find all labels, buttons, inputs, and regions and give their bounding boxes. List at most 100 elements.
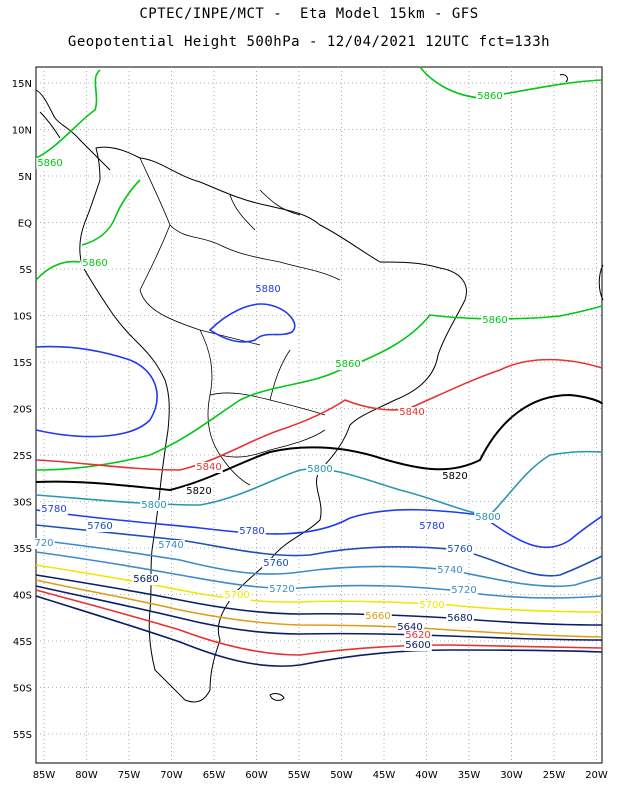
contour-label-bg [418, 600, 446, 611]
central-america-coast [35, 89, 111, 171]
longitude-label: 25W [543, 770, 566, 781]
contour-label-5860: 5860 [335, 359, 360, 370]
contour-label-5740: 5740 [158, 540, 183, 551]
contour-label-bg [223, 590, 251, 601]
contour-label-bg [450, 585, 478, 596]
height-contours [35, 66, 603, 667]
contour-label-bg [254, 284, 282, 295]
latitude-label: 20S [13, 405, 32, 416]
longitude-label: 85W [33, 770, 56, 781]
contour-label-5680: 5680 [447, 613, 472, 624]
contour-label-bg [86, 521, 114, 532]
contour-5840 [35, 358, 603, 471]
contour-5860 [81, 179, 141, 246]
latitude-label: EQ [18, 219, 32, 230]
contour-label-bg [474, 512, 502, 523]
longitude-label: 30W [500, 770, 523, 781]
contour-label-bg [238, 526, 266, 537]
contour-label-5820: 5820 [442, 471, 467, 482]
latitude-label: 25S [13, 451, 32, 462]
map-title-line2: Geopotential Height 500hPa - 12/04/2021 … [67, 34, 551, 50]
contour-label-5800: 5800 [307, 464, 332, 475]
contour-label-bg [334, 359, 362, 370]
contour-5640 [35, 585, 603, 641]
contour-label-5800: 5800 [475, 512, 500, 523]
contour-label-5860: 5860 [482, 315, 507, 326]
contour-5720 [35, 551, 603, 599]
contour-label-5860: 5860 [477, 91, 502, 102]
contour-5880 [208, 303, 296, 343]
contour-label-bg [185, 486, 213, 497]
map-title-line1: CPTEC/INPE/MCT - Eta Model 15km - GFS [139, 6, 479, 22]
contour-labels: 5880586058605860586058605880584058405820… [33, 91, 509, 651]
contour-label-bg [446, 544, 474, 555]
contour-label-bg [364, 611, 392, 622]
contour-5760 [35, 524, 603, 577]
latitude-label: 35S [13, 544, 32, 555]
latitude-labels: 15N 10N 5N EQ 5S 10S 15S 20S 25S 30S 35S 40S 45S 50S 5… [12, 79, 32, 741]
latitude-label: 5N [18, 172, 32, 183]
contour-label-5720: 5720 [451, 585, 476, 596]
contour-label-5680: 5680 [133, 574, 158, 585]
latitude-label: 40S [13, 591, 32, 602]
longitude-label: 80W [75, 770, 98, 781]
contour-label-5780: 5780 [41, 504, 66, 515]
contour-label-5720: 720 [34, 538, 53, 549]
islands [559, 74, 604, 301]
contour-5700 [35, 564, 603, 613]
longitude-label: 50W [330, 770, 353, 781]
country-borders [139, 157, 341, 486]
contour-5780 [35, 508, 603, 549]
longitude-label: 65W [203, 770, 226, 781]
latitude-label: 30S [13, 498, 32, 509]
contour-label-5760: 5760 [263, 558, 288, 569]
contour-5800 [35, 450, 603, 516]
contour-5820 [35, 393, 603, 492]
latitude-label: 15S [13, 358, 32, 369]
longitude-label: 60W [245, 770, 268, 781]
contour-label-5760: 5760 [87, 521, 112, 532]
contour-label-5740: 5740 [437, 565, 462, 576]
latitude-label: 50S [13, 684, 32, 695]
coastlines [35, 74, 604, 703]
contour-label-5840: 5840 [399, 407, 424, 418]
south-america-coast [79, 146, 467, 703]
contour-label-5700: 5700 [224, 590, 249, 601]
contour-label-bg [132, 574, 160, 585]
latitude-label: 10N [12, 126, 32, 137]
contour-label-5780: 5780 [239, 526, 264, 537]
latitude-label: 45S [13, 637, 32, 648]
contour-label-5660: 5660 [365, 611, 390, 622]
contour-5860 [35, 260, 81, 281]
latitude-label: 10S [13, 312, 32, 323]
contour-label-bg [40, 504, 68, 515]
longitude-label: 75W [118, 770, 141, 781]
contour-label-bg [446, 613, 474, 624]
contour-5780 [35, 345, 158, 438]
contour-label-bg [396, 622, 424, 633]
latitude-label: 5S [19, 265, 32, 276]
contour-label-5880: 5880 [255, 284, 280, 295]
latitude-label: 55S [13, 730, 32, 741]
contour-label-5840: 5840 [196, 462, 221, 473]
contour-5620 [35, 589, 603, 656]
contour-label-bg [157, 540, 185, 551]
contour-label-bg [441, 471, 469, 482]
contour-label-5700: 5700 [419, 600, 444, 611]
contour-5660 [35, 579, 603, 638]
contour-label-bg [476, 91, 504, 102]
contour-label-5620: 5620 [405, 630, 430, 641]
contour-label-bg [262, 558, 290, 569]
contour-label-bg [404, 630, 432, 641]
contour-label-bg [436, 565, 464, 576]
longitude-label: 55W [288, 770, 311, 781]
contour-label-5600: 5600 [405, 640, 430, 651]
falklands [269, 693, 285, 701]
contour-label-bg [36, 158, 64, 169]
contour-label-bg [268, 584, 296, 595]
latitude-label: 15N [12, 79, 32, 90]
contour-label-bg [404, 640, 432, 651]
contour-label-5860: 5860 [82, 258, 107, 269]
contour-label-5760: 5760 [447, 544, 472, 555]
contour-5860 [35, 305, 603, 471]
